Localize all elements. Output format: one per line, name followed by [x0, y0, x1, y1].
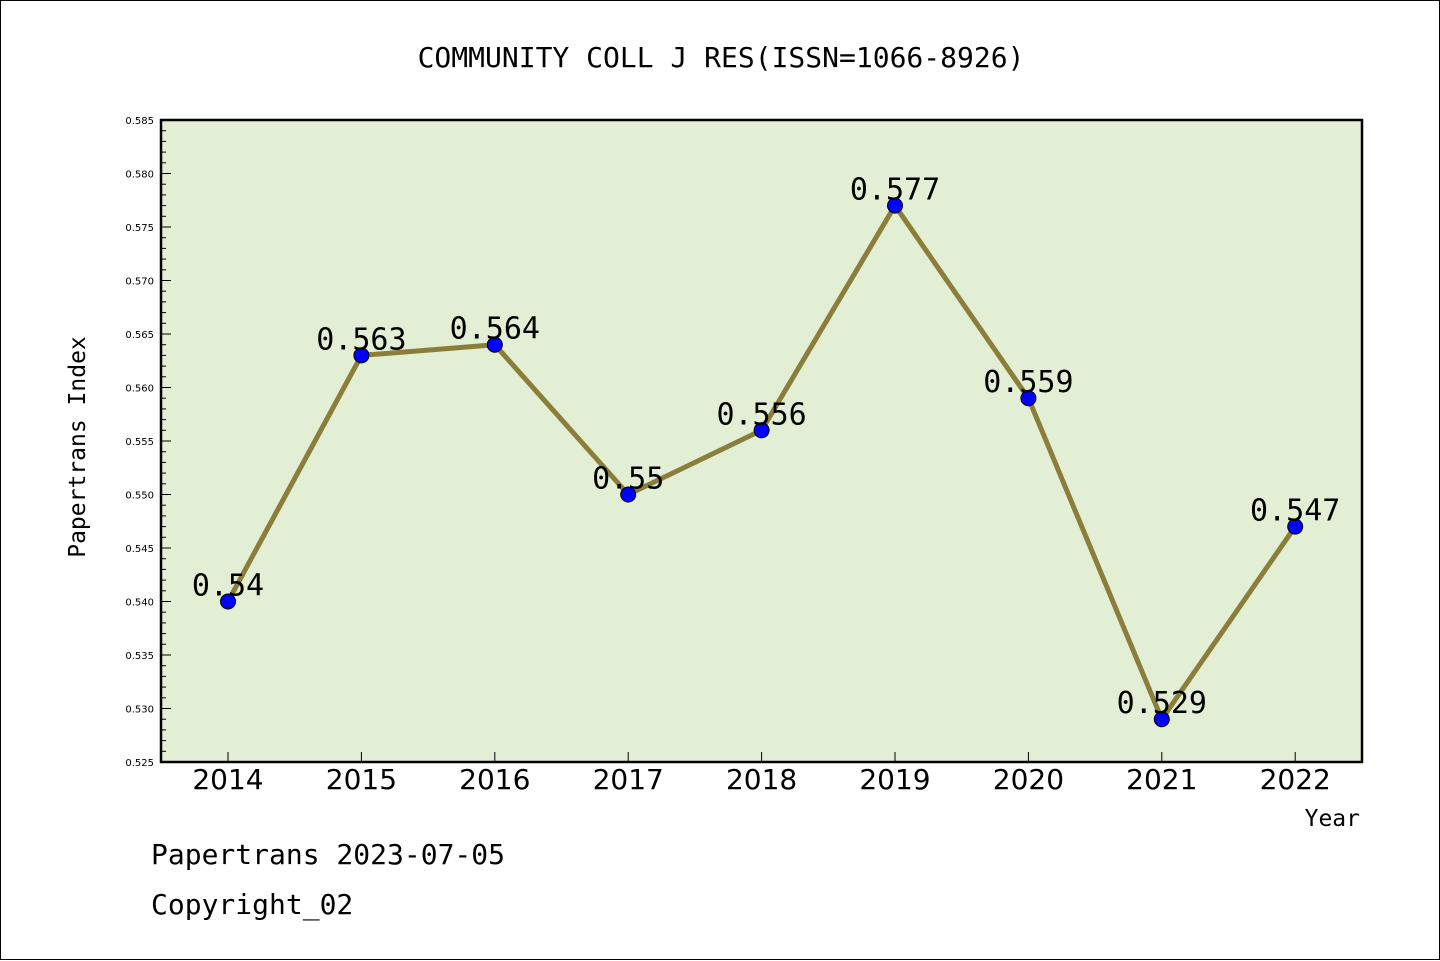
data-label: 0.54: [192, 569, 264, 604]
data-label: 0.529: [1117, 686, 1207, 721]
x-axis-label: Year: [1305, 806, 1360, 832]
y-tick-label: 0.565: [125, 330, 154, 341]
data-point: [1287, 518, 1304, 535]
data-point: [353, 347, 370, 364]
x-tick-label: 2021: [1126, 763, 1197, 796]
y-tick-label: 0.525: [125, 758, 154, 769]
data-points: [220, 197, 1304, 728]
y-tick-label: 0.570: [125, 277, 154, 288]
data-label: 0.559: [983, 365, 1073, 400]
x-tick-label: 2019: [859, 763, 930, 796]
data-point: [887, 197, 903, 214]
y-axis-label: Papertrans Index: [65, 336, 91, 558]
footer-date-text: Papertrans 2023-07-05: [151, 838, 505, 871]
x-tick-label: 2020: [993, 763, 1064, 796]
data-label: 0.577: [850, 173, 940, 208]
data-point: [1153, 711, 1170, 728]
x-tick-label: 2015: [326, 763, 397, 796]
x-axis: 2014 2015 2016 2017 2018 2019 2020 2021 2022: [192, 752, 1331, 796]
y-tick-label: 0.530: [125, 705, 154, 716]
x-tick-label: 2016: [459, 763, 530, 796]
data-point: [620, 486, 637, 503]
y-tick-label: 0.580: [125, 170, 154, 181]
data-label: 0.556: [716, 397, 806, 432]
y-tick-label: 0.560: [125, 384, 154, 395]
x-tick-label: 2017: [593, 763, 664, 796]
data-point: [753, 422, 770, 439]
data-label: 0.563: [316, 322, 406, 357]
data-label: 0.55: [592, 462, 664, 497]
y-tick-label: 0.575: [125, 223, 154, 234]
x-tick-label: 2018: [726, 763, 797, 796]
y-axis: 0.525 0.530 0.535 0.540 0.545 0.550 0.555 0.560…: [125, 116, 171, 769]
chart-title: COMMUNITY COLL J RES(ISSN=1066-8926): [418, 41, 1025, 74]
x-tick-label: 2022: [1260, 763, 1331, 796]
plot-area: [159, 118, 1364, 764]
data-point: [1020, 390, 1037, 407]
data-label: 0.564: [450, 312, 540, 347]
y-tick-label: 0.540: [125, 598, 154, 609]
y-tick-label: 0.545: [125, 544, 154, 555]
data-label: 0.547: [1250, 494, 1340, 529]
data-point: [220, 593, 236, 610]
x-tick-label: 2014: [192, 763, 263, 796]
y-tick-label: 0.535: [125, 651, 154, 662]
y-tick-label: 0.550: [125, 491, 154, 502]
y-tick-label: 0.555: [125, 437, 154, 448]
data-point: [486, 336, 503, 353]
footer-copyright-text: Copyright_02: [151, 888, 353, 922]
data-labels: 0.54 0.563 0.564 0.55 0.556 0.577 0.559 0.529 0.…: [192, 173, 1340, 722]
y-tick-label: 0.585: [125, 116, 154, 127]
